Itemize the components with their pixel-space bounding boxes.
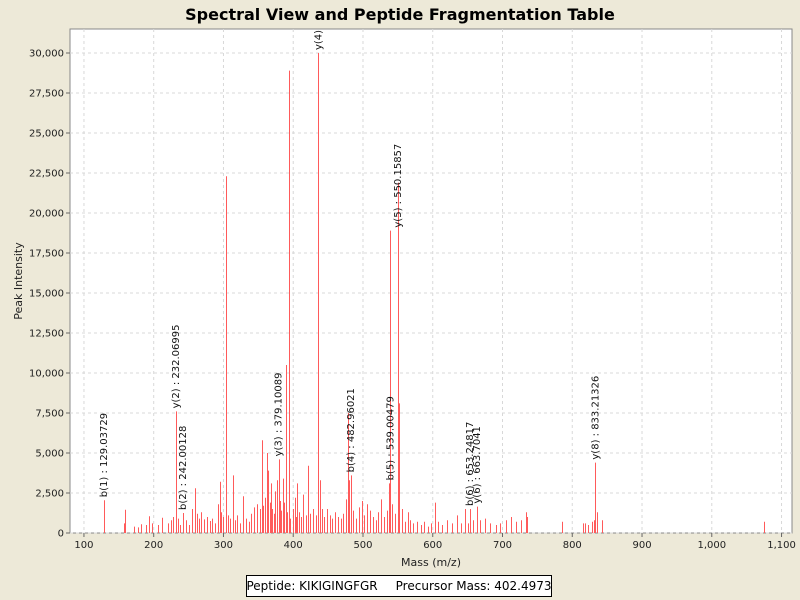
y-tick-label: 27,500	[29, 89, 64, 100]
y-tick-label: 5,000	[35, 449, 64, 460]
y-tick-label: 25,000	[29, 129, 64, 140]
y-tick-label: 15,000	[29, 289, 64, 300]
peak-annotation: b(5) : 539.00479	[385, 396, 396, 480]
y-tick-label: 17,500	[29, 249, 64, 260]
x-tick-label: 700	[493, 540, 512, 551]
x-tick-label: 900	[632, 540, 651, 551]
peak-annotation: y(6) : 663.7041	[472, 426, 483, 504]
x-tick-label: 300	[214, 540, 233, 551]
plot-area	[69, 28, 793, 534]
peak-annotation: y(3) : 379.10089	[274, 373, 285, 457]
x-tick-label: 800	[563, 540, 582, 551]
y-tick-label: 0	[58, 529, 64, 540]
x-axis-label: Mass (m/z)	[401, 556, 461, 569]
x-tick-label: 100	[74, 540, 93, 551]
peak-annotation: y(5) : 550.15857	[393, 144, 404, 228]
y-tick-label: 2,500	[35, 489, 64, 500]
annotations: b(1) : 129.03729 y(2) : 232.06995 b(2) : 2…	[99, 30, 601, 510]
y-tick-label: 12,500	[29, 329, 64, 340]
peak-annotation: y(8) : 833.21326	[590, 376, 601, 460]
y-tick-label: 22,500	[29, 169, 64, 180]
x-tick-label: 1,100	[767, 540, 796, 551]
peak-annotation: b(1) : 129.03729	[99, 413, 110, 497]
y-tick-label: 10,000	[29, 369, 64, 380]
y-axis-ticks: 0 2,500 5,000 7,500 10,000 12,500 15,000 17,500…	[29, 49, 70, 540]
peaks	[104, 53, 765, 533]
peak-annotation: b(2) : 242.00128	[178, 426, 189, 510]
x-axis-ticks: 100 200 300 400 500 600 700 800 900 1,000 1,100	[74, 533, 796, 551]
y-tick-label: 20,000	[29, 209, 64, 220]
peak-annotation: y(4)	[313, 30, 324, 50]
peak-annotation: y(2) : 232.06995	[171, 325, 182, 409]
peak-annotation: b(4) : 482.96021	[346, 388, 357, 472]
chart-title: Spectral View and Peptide Fragmentation …	[185, 5, 615, 24]
y-tick-label: 30,000	[29, 49, 64, 60]
x-tick-label: 500	[353, 540, 372, 551]
grid	[70, 29, 792, 534]
peak-annotation: b(6) : 653.24817	[465, 422, 476, 506]
y-axis-label: Peak Intensity	[12, 242, 25, 320]
peptide-info-box: Peptide: KIKIGINGFGR Precursor Mass: 402…	[246, 575, 552, 597]
y-tick-label: 7,500	[35, 409, 64, 420]
x-tick-label: 1,000	[697, 540, 726, 551]
x-tick-label: 600	[423, 540, 442, 551]
precursor-mass-label: Precursor Mass: 402.4973	[395, 579, 552, 593]
x-tick-label: 400	[284, 540, 303, 551]
x-tick-label: 200	[144, 540, 163, 551]
peptide-label: Peptide: KIKIGINGFGR	[246, 579, 378, 593]
